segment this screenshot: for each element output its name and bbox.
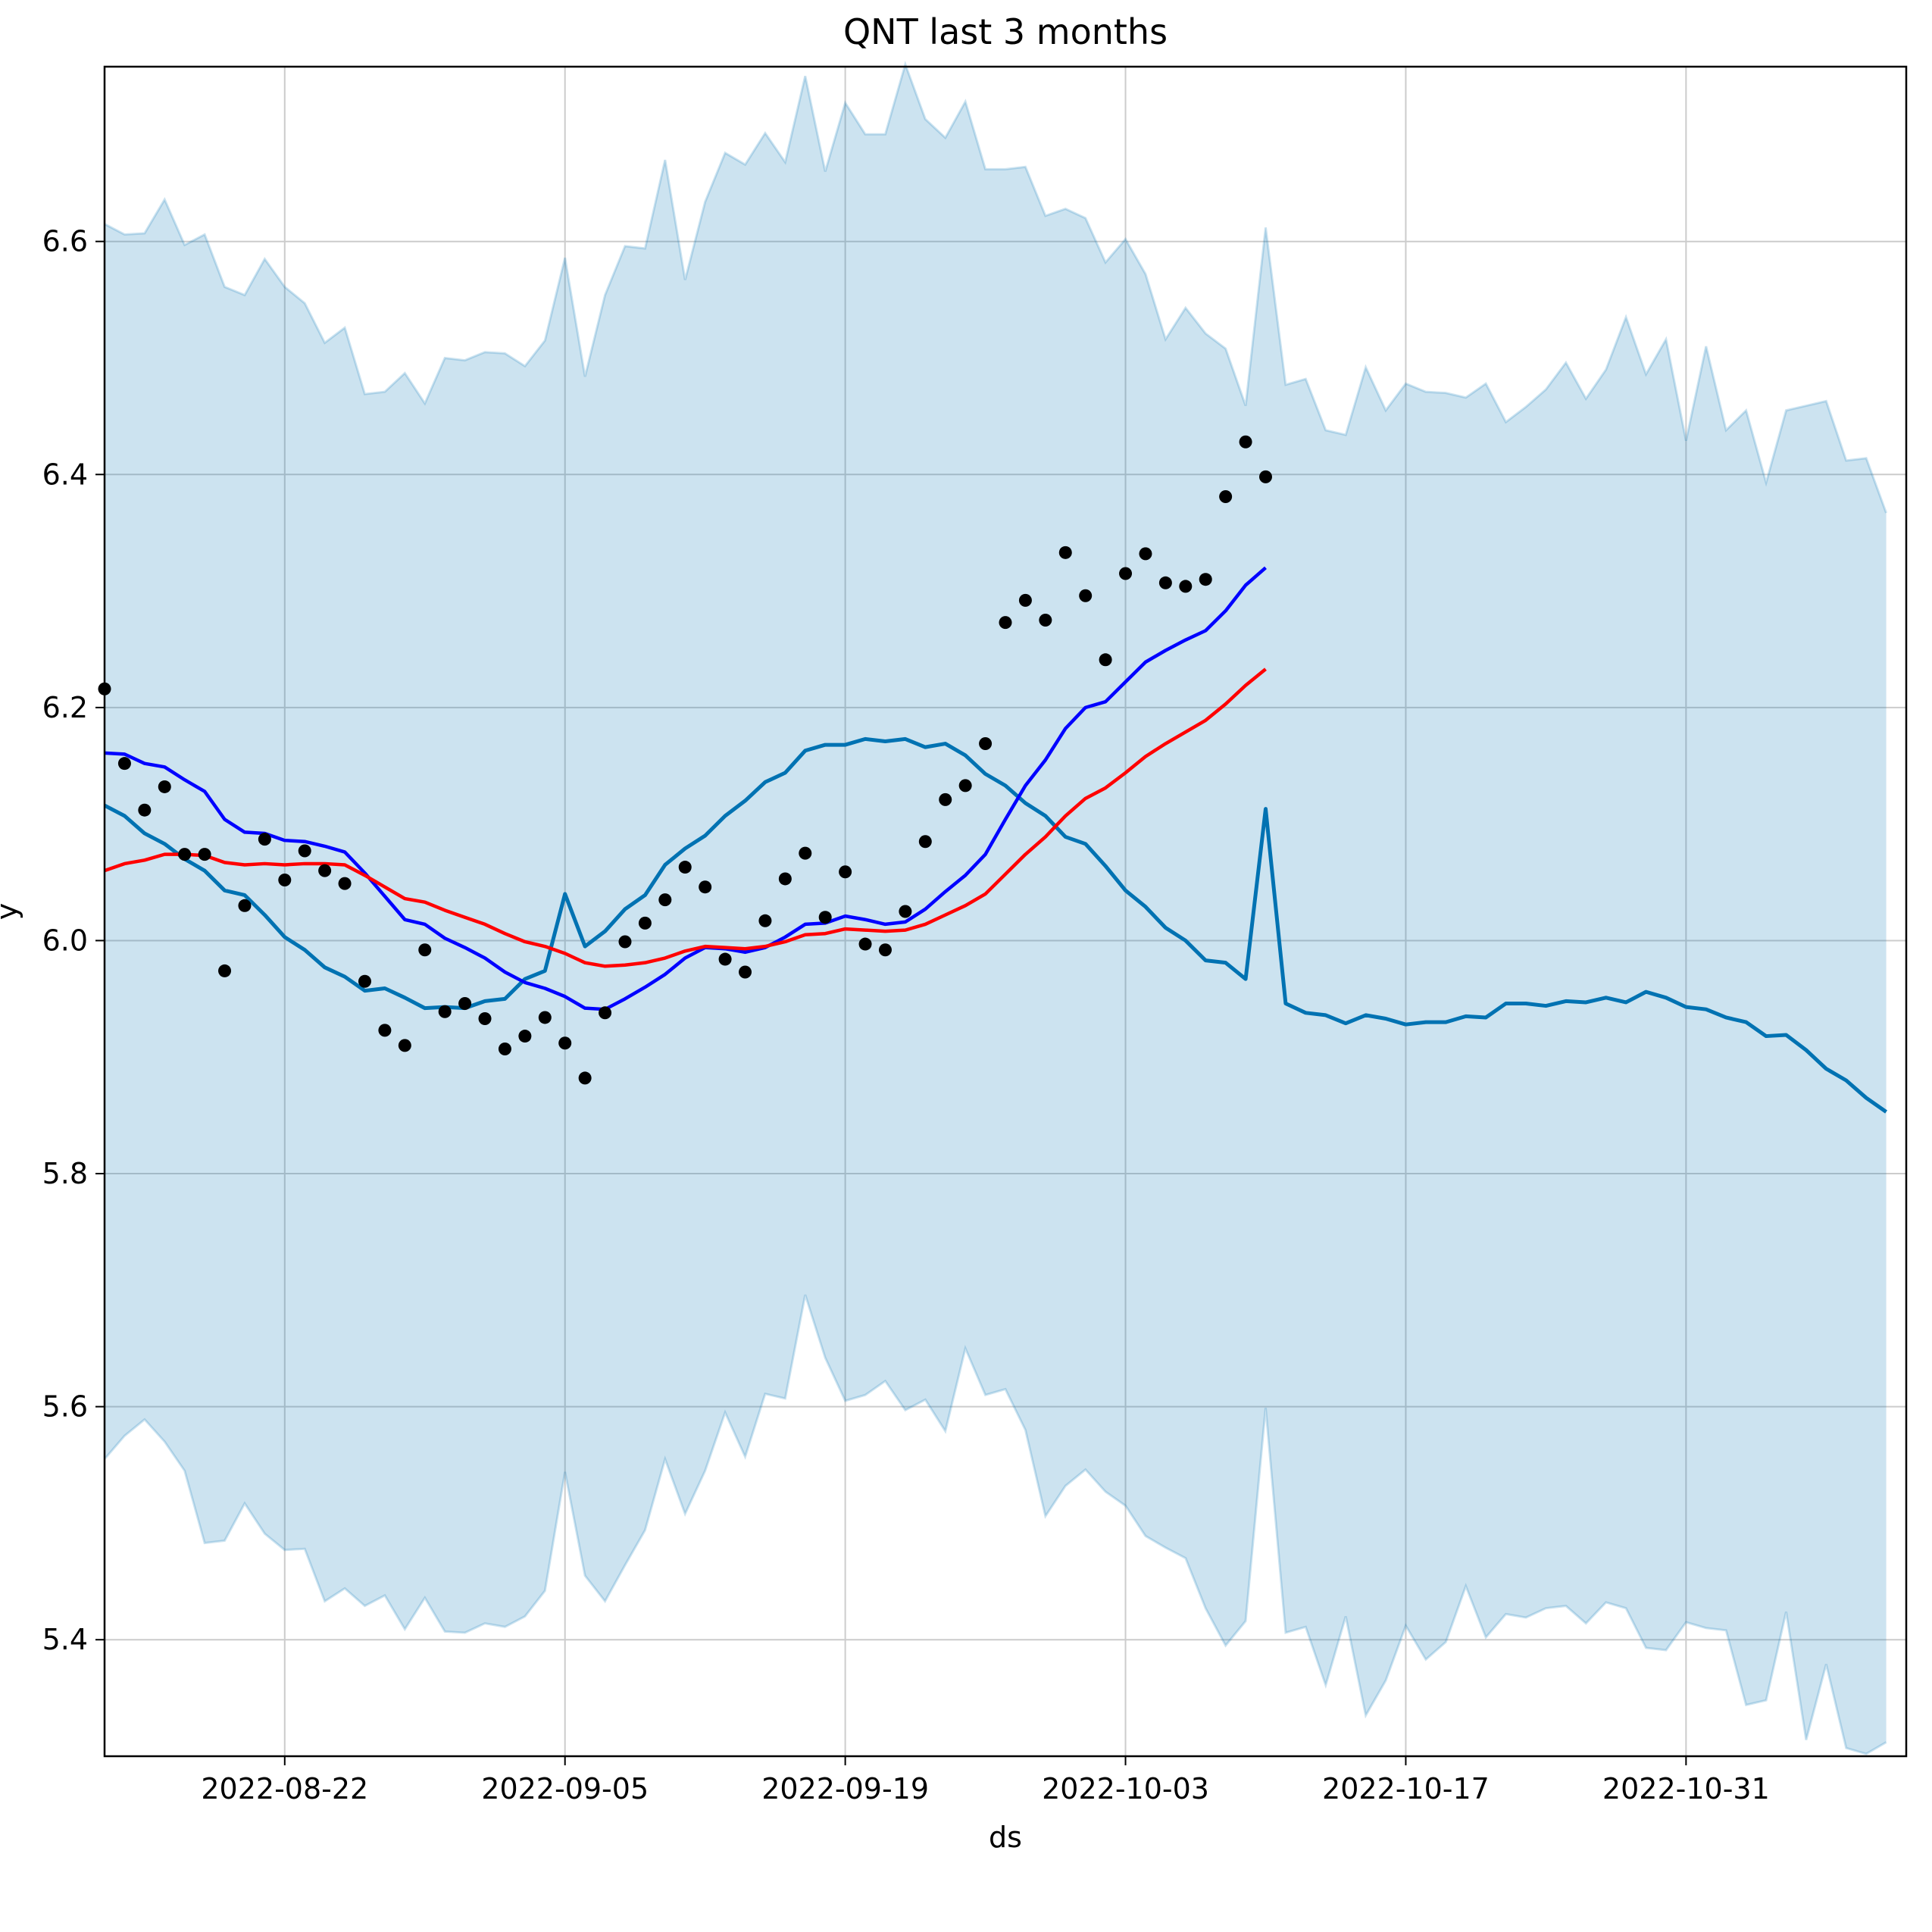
x-tick-label: 2022-10-17: [1322, 1772, 1490, 1805]
forecast-line: [103, 736, 1888, 1114]
y-tick-label: 5.4: [42, 1623, 88, 1656]
observed-point: [1258, 470, 1272, 483]
y-tick-label: 6.2: [42, 691, 88, 724]
plot-area: [98, 61, 1906, 1756]
observed-point: [398, 1039, 411, 1052]
observed-point: [818, 911, 832, 924]
observed-point: [658, 893, 672, 907]
observed-point: [117, 757, 131, 771]
observed-point: [599, 1006, 612, 1020]
observed-point: [638, 916, 652, 930]
x-tick-label: 2022-09-05: [481, 1772, 649, 1805]
observed-point: [158, 780, 171, 793]
x-tick-label: 2022-09-19: [761, 1772, 929, 1805]
observed-point: [899, 905, 912, 918]
y-tick-label: 5.8: [42, 1157, 88, 1190]
y-tick-label: 6.6: [42, 225, 88, 258]
y-axis: 5.4 5.6 5.8 6.0 6.2 6.4 6.6: [42, 225, 105, 1656]
observed-point: [138, 803, 152, 817]
observed-point: [1158, 576, 1172, 589]
moving-average-slow-line: [104, 667, 1267, 968]
observed-point: [1139, 547, 1152, 561]
band-upper-edge: [104, 61, 1887, 514]
observed-point: [699, 880, 712, 894]
observed-point: [318, 864, 332, 877]
observed-point: [378, 1024, 392, 1037]
observed-point: [538, 1011, 552, 1024]
observed-point: [878, 943, 892, 957]
observed-point: [278, 873, 292, 886]
moving-average-fast-layer: [104, 566, 1267, 1011]
band-lower-edge: [103, 1294, 1887, 1755]
observed-point: [558, 1036, 572, 1050]
observed-point: [198, 848, 211, 861]
y-tick-label: 5.6: [42, 1390, 88, 1424]
observed-point: [778, 872, 792, 886]
observed-point: [839, 865, 852, 879]
grid-layer: [105, 67, 1906, 1756]
x-tick-label: 2022-08-22: [201, 1772, 368, 1805]
observed-point: [799, 846, 812, 860]
observed-point: [298, 844, 311, 858]
observed-point: [979, 737, 993, 751]
x-axis: 2022-08-22 2022-09-05 2022-09-19 2022-10-03…: [201, 1756, 1770, 1805]
observed-point: [758, 914, 772, 927]
observed-point: [1179, 580, 1193, 593]
observed-point: [1058, 546, 1072, 559]
observed-point: [258, 833, 271, 846]
chart-title: QNT last 3 months: [843, 11, 1168, 52]
forecast-line-layer: [103, 736, 1888, 1114]
observed-point: [458, 997, 472, 1010]
observed-point: [1239, 435, 1252, 449]
observed-point: [718, 952, 732, 966]
observed-point: [918, 835, 932, 849]
observed-point: [739, 965, 752, 979]
observed-point: [238, 899, 252, 912]
observed-point: [438, 1005, 452, 1018]
observed-point: [1119, 567, 1133, 580]
observed-point: [1219, 490, 1233, 503]
observed-point: [618, 935, 632, 949]
y-tick-label: 6.4: [42, 458, 88, 491]
observed-point: [418, 943, 432, 957]
moving-average-slow-layer: [104, 667, 1267, 968]
observed-point: [1018, 593, 1032, 607]
observed-point: [578, 1071, 592, 1085]
observed-point: [1079, 589, 1093, 602]
observed-point: [958, 779, 972, 792]
observed-point: [858, 937, 872, 951]
y-axis-title: y: [0, 903, 23, 921]
observed-point: [1199, 573, 1212, 586]
observed-point: [498, 1042, 511, 1055]
observed-point: [478, 1011, 492, 1025]
uncertainty-band-layer: [103, 61, 1887, 1755]
x-tick-label: 2022-10-31: [1602, 1772, 1770, 1805]
observed-point: [218, 964, 232, 977]
observed-point: [1039, 614, 1052, 627]
y-tick-label: 6.0: [42, 924, 88, 957]
observed-point: [358, 974, 371, 988]
observed-point: [338, 877, 352, 890]
observed-point: [939, 792, 952, 806]
x-tick-label: 2022-10-03: [1042, 1772, 1209, 1805]
moving-average-fast-line: [104, 566, 1267, 1011]
observed-point: [999, 616, 1012, 630]
x-axis-title: ds: [989, 1821, 1022, 1854]
observed-point: [678, 861, 692, 874]
observed-point: [178, 848, 192, 861]
plot-frame: [103, 65, 1908, 1758]
observed-point: [518, 1030, 532, 1043]
uncertainty-band: [105, 64, 1887, 1754]
observed-point: [1099, 653, 1112, 667]
